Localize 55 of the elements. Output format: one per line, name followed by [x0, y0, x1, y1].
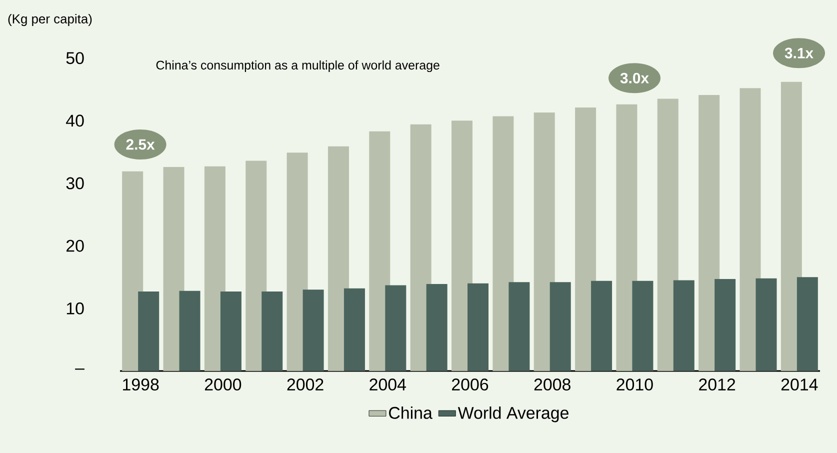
- bar: [302, 290, 324, 371]
- bar: [796, 277, 818, 371]
- bar: [179, 290, 200, 371]
- bar: [616, 104, 638, 371]
- bar: [410, 124, 432, 371]
- y-tick-label: 20: [66, 240, 84, 252]
- bar: [673, 280, 694, 371]
- y-axis-title: (Kg per capita): [8, 14, 92, 26]
- x-tick-label: 1998: [123, 378, 159, 391]
- x-tick-label: 2014: [781, 378, 818, 391]
- bar: [575, 108, 596, 371]
- annotation: 2.5x: [126, 139, 155, 150]
- bar: [740, 88, 761, 371]
- bar: [780, 82, 802, 371]
- text: 3.1x: [784, 48, 814, 58]
- bar: [426, 284, 448, 371]
- x-tick-label: 2012: [699, 378, 736, 391]
- x-tick-label: 2002: [287, 378, 324, 391]
- y-tick-label: 50: [66, 52, 84, 64]
- y-tick-label: 30: [66, 177, 84, 190]
- bar: [756, 278, 777, 371]
- bar: [632, 280, 654, 371]
- bar: [163, 166, 184, 371]
- y-tick-label: 10: [66, 302, 84, 314]
- bar: [286, 152, 308, 371]
- bar: [369, 131, 390, 371]
- bar: [468, 283, 489, 371]
- bar: [220, 292, 242, 371]
- x-tick-label: 2008: [534, 378, 570, 391]
- bar: [452, 120, 473, 371]
- bar: [534, 112, 555, 371]
- bar: [204, 166, 226, 371]
- bar: [344, 288, 365, 371]
- legend-label: World Average: [458, 406, 568, 422]
- x-tick-label: 2004: [370, 378, 406, 391]
- bar: [508, 282, 530, 371]
- bar: [328, 146, 349, 371]
- x-tick-label: 2000: [204, 378, 242, 391]
- bar: [550, 282, 571, 371]
- bar: [138, 292, 160, 371]
- x-tick-label: 2006: [452, 378, 488, 391]
- x-tick-label: 2010: [616, 378, 653, 391]
- bar: [492, 116, 514, 371]
- bar: [657, 98, 678, 371]
- legend-label: China: [389, 406, 432, 419]
- bar: [591, 280, 612, 371]
- annotation: China’s consumption as a multiple of world average: [156, 60, 440, 72]
- bar: [246, 160, 267, 371]
- y-tick-label: –: [75, 368, 84, 370]
- bar: [385, 285, 406, 371]
- y-tick-label: 40: [66, 114, 84, 127]
- bar: [698, 95, 720, 371]
- bar: [262, 292, 283, 371]
- annotation: 3.0x: [620, 72, 649, 84]
- bar: [714, 279, 736, 371]
